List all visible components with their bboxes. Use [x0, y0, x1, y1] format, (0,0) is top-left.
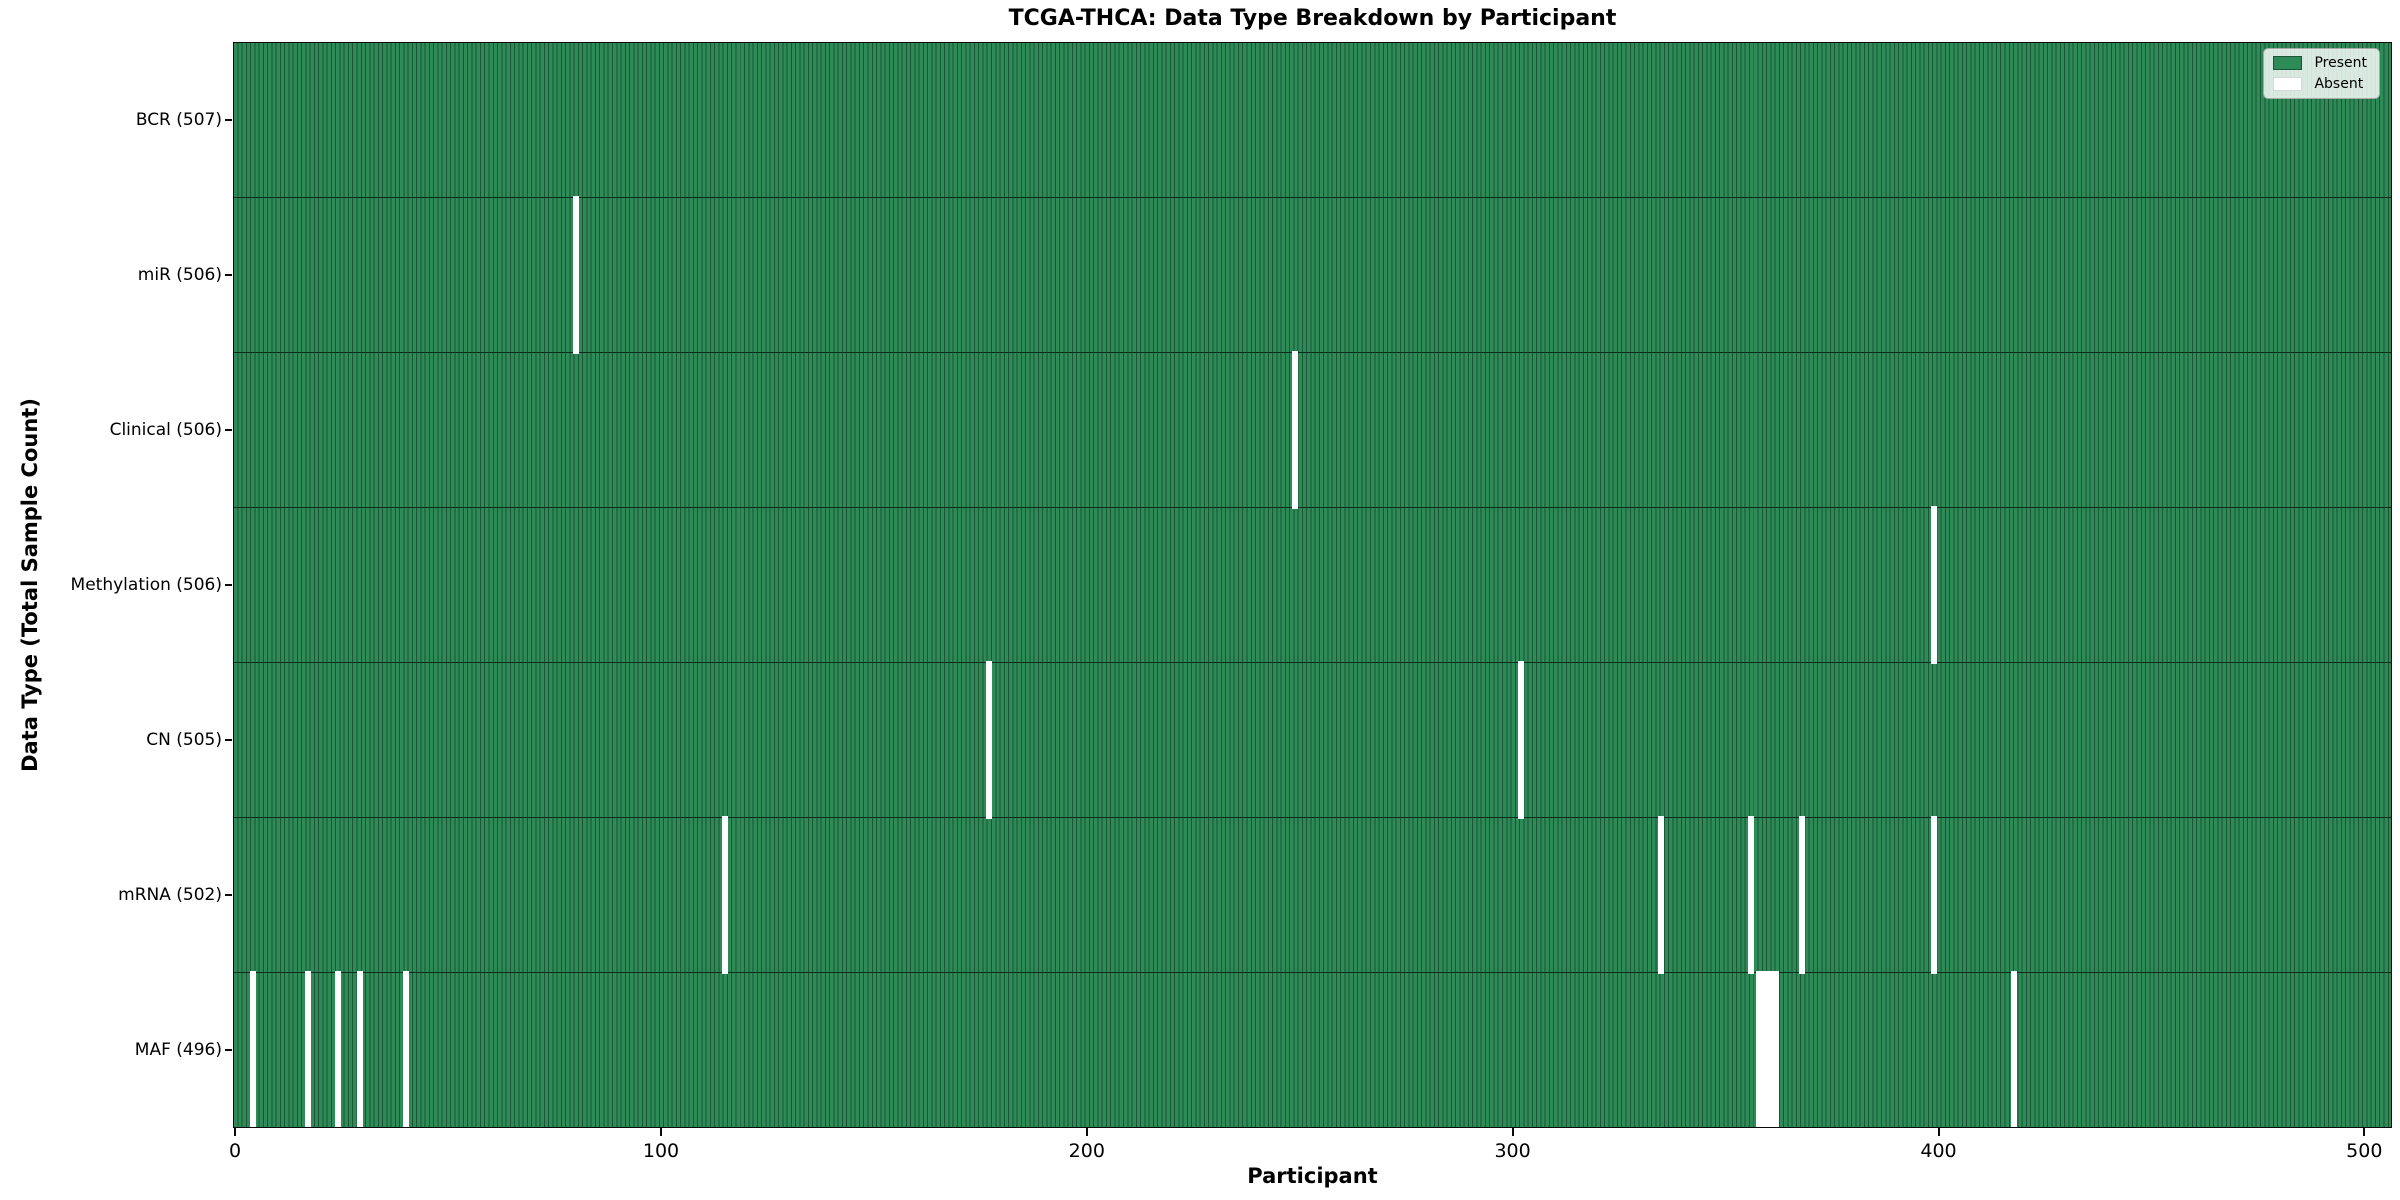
y-tick-mark	[225, 894, 232, 897]
x-tick-mark	[1511, 1128, 1514, 1136]
absent-gap	[305, 971, 312, 1127]
absent-gap	[1760, 971, 1767, 1127]
x-axis-title: Participant	[1247, 1164, 1378, 1188]
y-tick-mark	[225, 739, 232, 742]
row-band-methylation	[234, 506, 2391, 664]
legend: Present Absent	[2263, 48, 2380, 99]
absent-gap	[1768, 971, 1775, 1127]
chart-title: TCGA-THCA: Data Type Breakdown by Partic…	[1008, 6, 1617, 31]
legend-present-label: Present	[2314, 55, 2367, 71]
row-band-mir	[234, 196, 2391, 354]
row-band-clinical	[234, 351, 2391, 509]
x-tick-label: 200	[1068, 1140, 1105, 1162]
legend-item-present: Present	[2273, 56, 2367, 70]
x-tick-label: 500	[2346, 1140, 2383, 1162]
row-band-mrna	[234, 816, 2391, 974]
y-tick-label: mRNA (502)	[118, 885, 222, 906]
absent-gap	[573, 196, 580, 354]
absent-gap	[1747, 816, 1754, 974]
x-tick-label: 100	[642, 1140, 680, 1162]
absent-gap	[1930, 506, 1937, 664]
absent-gap	[1798, 816, 1805, 974]
x-tick-mark	[660, 1128, 662, 1136]
legend-item-absent: Absent	[2273, 77, 2367, 91]
row-band-cn	[234, 661, 2391, 819]
absent-gap	[1658, 816, 1665, 974]
legend-absent-label: Absent	[2314, 76, 2364, 92]
y-tick-mark	[225, 273, 232, 276]
absent-gap	[1930, 816, 1937, 974]
y-tick-mark	[225, 584, 232, 586]
x-tick-mark	[234, 1128, 237, 1136]
absent-gap	[1764, 971, 1771, 1127]
absent-gap	[1517, 661, 1524, 819]
absent-gap	[722, 816, 729, 974]
absent-gap	[1773, 971, 1780, 1127]
y-tick-label: Methylation (506)	[70, 575, 222, 595]
absent-gap	[356, 971, 363, 1127]
y-tick-mark	[225, 1049, 232, 1052]
y-tick-label: BCR (507)	[135, 109, 222, 130]
y-tick-mark	[225, 118, 232, 121]
y-tick-label: CN (505)	[146, 730, 222, 751]
plot-area: Present Absent	[233, 42, 2392, 1128]
absent-gap	[250, 971, 257, 1127]
absent-gap	[2011, 971, 2018, 1127]
present-swatch-icon	[2273, 56, 2303, 70]
row-band-maf	[234, 971, 2391, 1127]
absent-swatch-icon	[2273, 77, 2303, 91]
x-tick-mark	[1937, 1128, 1940, 1136]
y-tick-label: Clinical (506)	[109, 419, 222, 440]
row-band-bcr	[234, 43, 2391, 197]
x-tick-mark	[2363, 1128, 2366, 1136]
x-tick-label: 300	[1494, 1140, 1531, 1162]
absent-gap	[335, 971, 342, 1127]
x-tick-mark	[1085, 1128, 1088, 1136]
x-tick-label: 0	[229, 1140, 242, 1162]
y-tick-label: MAF (496)	[134, 1040, 222, 1061]
y-tick-label: miR (506)	[137, 264, 222, 285]
absent-gap	[1292, 351, 1299, 509]
y-tick-mark	[225, 428, 232, 431]
absent-gap	[1756, 971, 1763, 1127]
x-tick-label: 400	[1920, 1140, 1957, 1162]
absent-gap	[403, 971, 410, 1127]
absent-gap	[986, 661, 993, 819]
